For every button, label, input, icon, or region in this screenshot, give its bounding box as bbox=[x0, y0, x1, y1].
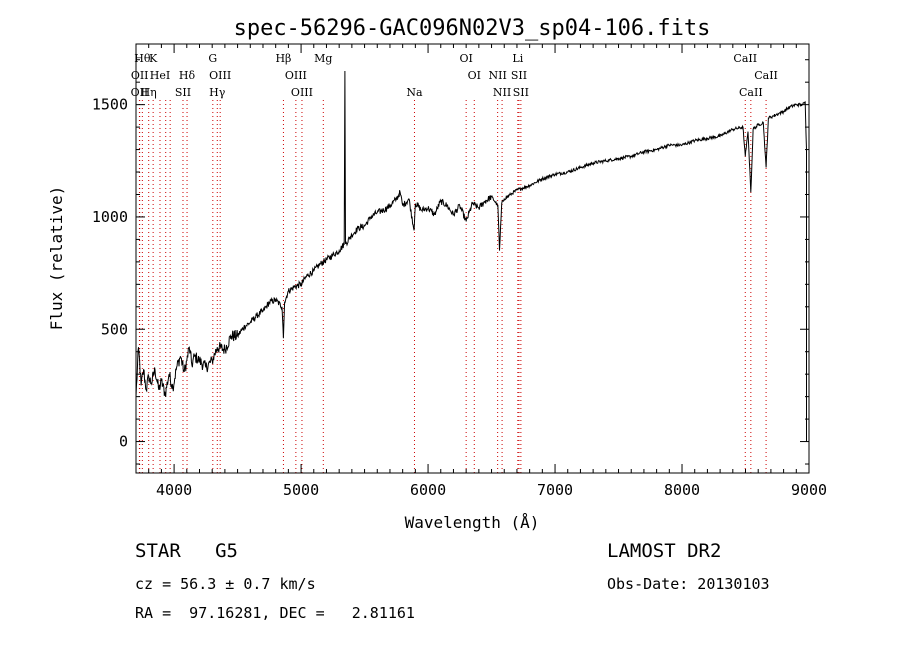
line-marker-label: Na bbox=[406, 86, 423, 99]
coordinates-label: RA = 97.16281, DEC = 2.81161 bbox=[135, 604, 415, 622]
line-marker-label: Hβ bbox=[275, 52, 291, 65]
x-tick-label: 8000 bbox=[664, 481, 700, 499]
line-marker-label: OI bbox=[468, 69, 481, 82]
survey-label: LAMOST DR2 bbox=[607, 540, 722, 562]
x-tick-label: 4000 bbox=[156, 481, 192, 499]
line-marker-label: Hγ bbox=[209, 86, 226, 99]
y-tick-label: 500 bbox=[101, 320, 128, 338]
obs-date-label: Obs-Date: 20130103 bbox=[607, 575, 770, 593]
line-marker-label: Hη bbox=[141, 86, 157, 99]
y-axis-label: Flux (relative) bbox=[47, 186, 66, 331]
line-marker-label: OII bbox=[131, 86, 149, 99]
x-tick-label: 7000 bbox=[537, 481, 573, 499]
line-marker-label: K bbox=[149, 52, 158, 65]
line-marker-label: NII bbox=[488, 69, 506, 82]
line-marker-label: SII bbox=[175, 86, 191, 99]
line-marker-label: OIII bbox=[285, 69, 307, 82]
redshift-label: cz = 56.3 ± 0.7 km/s bbox=[135, 575, 316, 593]
y-tick-label: 1000 bbox=[92, 208, 128, 226]
x-tick-label: 5000 bbox=[283, 481, 319, 499]
line-marker-label: NII bbox=[493, 86, 511, 99]
line-marker-label: OI bbox=[459, 52, 472, 65]
x-tick-label: 9000 bbox=[791, 481, 827, 499]
object-class-label: STAR G5 bbox=[135, 540, 238, 562]
line-marker-label: OIII bbox=[291, 86, 313, 99]
line-marker-label: CaII bbox=[739, 86, 763, 99]
line-marker-label: Hθ bbox=[134, 52, 151, 65]
line-marker-label: HeI bbox=[150, 69, 170, 82]
chart-title: spec-56296-GAC096N02V3_sp04-106.fits bbox=[234, 16, 711, 41]
line-marker-label: CaII bbox=[733, 52, 757, 65]
line-marker-label: Li bbox=[512, 52, 523, 65]
spectrum-line bbox=[135, 70, 807, 442]
x-tick-label: 6000 bbox=[410, 481, 446, 499]
line-marker-label: G bbox=[208, 52, 217, 65]
axes: 4000 5000 6000 7000 8000 9000 0 500 1000 1500 bbox=[92, 44, 827, 499]
y-tick-label: 0 bbox=[119, 433, 128, 451]
plot-frame bbox=[135, 43, 810, 474]
x-axis-label: Wavelength (Å) bbox=[405, 513, 540, 532]
line-marker-label: SII bbox=[511, 69, 527, 82]
line-marker-label: Mg bbox=[314, 52, 332, 65]
line-marker-label: SII bbox=[513, 86, 529, 99]
line-marker-label: OIII bbox=[209, 69, 231, 82]
line-marker-label: Hδ bbox=[179, 69, 196, 82]
line-marker-label: OII bbox=[131, 69, 149, 82]
line-marker-label: CaII bbox=[754, 69, 778, 82]
y-tick-label: 1500 bbox=[92, 96, 128, 114]
